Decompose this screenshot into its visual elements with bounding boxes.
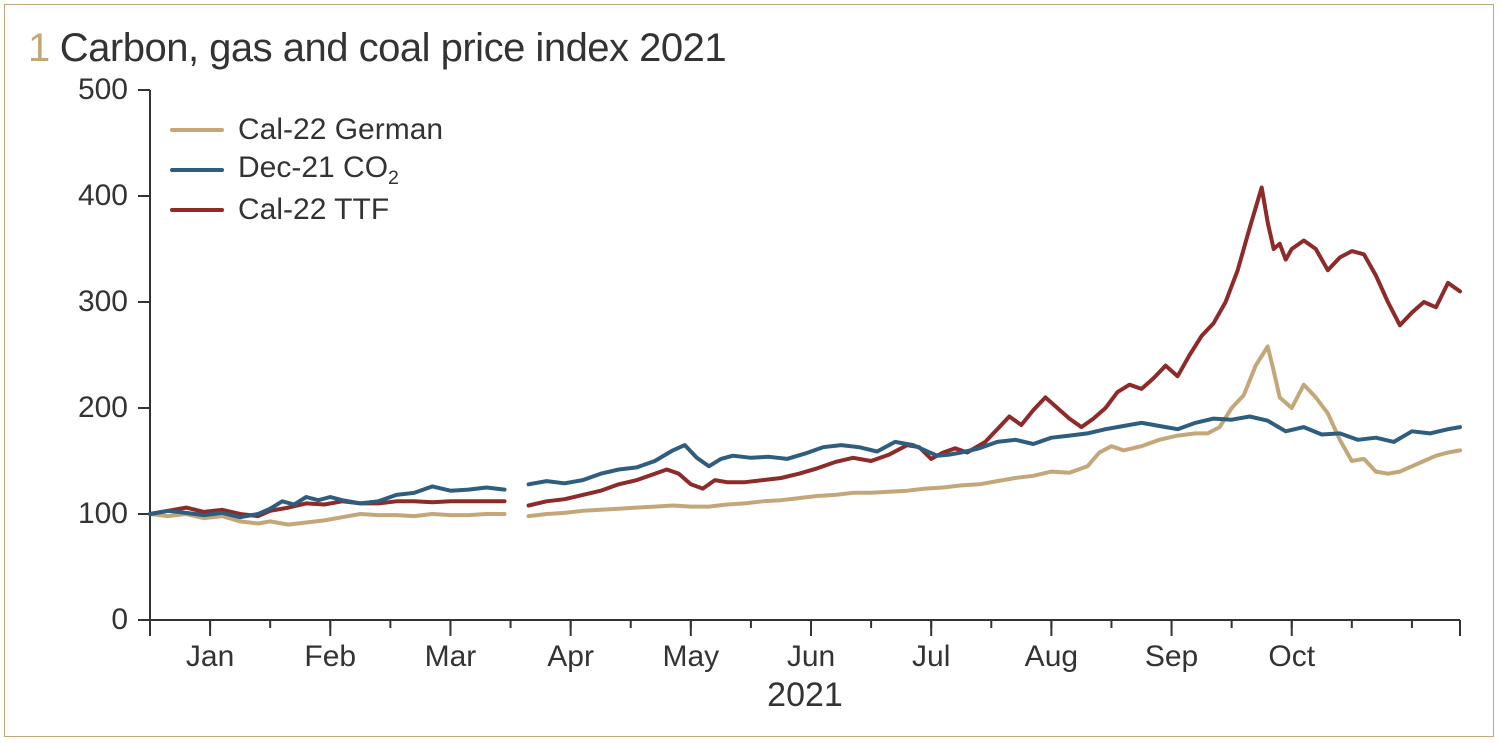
- x-axis-title: 2021: [767, 676, 843, 715]
- x-tick-label: Feb: [304, 640, 356, 674]
- x-tick-label: Aug: [1025, 640, 1078, 674]
- legend-swatch: [170, 128, 224, 132]
- legend-swatch: [170, 168, 224, 172]
- y-tick-label: 100: [0, 497, 128, 531]
- y-tick-label: 0: [0, 603, 128, 637]
- y-tick-label: 200: [0, 391, 128, 425]
- x-tick-label: Oct: [1268, 640, 1315, 674]
- legend-label: Dec-21 CO2: [238, 151, 399, 190]
- legend-swatch: [170, 208, 224, 212]
- legend-item-german: Cal-22 German: [170, 110, 443, 150]
- legend-item-co2: Dec-21 CO2: [170, 150, 443, 190]
- x-tick-label: May: [662, 640, 719, 674]
- x-tick-label: Sep: [1145, 640, 1198, 674]
- y-tick-label: 300: [0, 285, 128, 319]
- x-tick-label: Apr: [547, 640, 594, 674]
- y-tick-label: 500: [0, 73, 128, 107]
- y-tick-label: 400: [0, 179, 128, 213]
- legend-label: Cal-22 TTF: [238, 193, 389, 227]
- legend-label: Cal-22 German: [238, 113, 443, 147]
- x-tick-label: Jun: [787, 640, 835, 674]
- legend-item-ttf: Cal-22 TTF: [170, 190, 443, 230]
- legend: Cal-22 German Dec-21 CO2Cal-22 TTF: [170, 110, 443, 230]
- x-tick-label: Jul: [912, 640, 950, 674]
- x-tick-label: Jan: [186, 640, 234, 674]
- x-tick-label: Mar: [425, 640, 477, 674]
